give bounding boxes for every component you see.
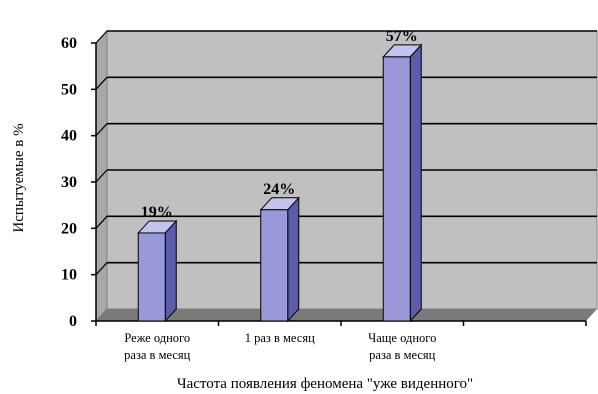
gridline-side <box>95 76 108 90</box>
data-label: 57% <box>386 28 418 45</box>
axes: 0 10 20 30 40 50 60 Реже одного раза в месяц 1 ра… <box>61 35 587 362</box>
gridline-side <box>95 123 108 137</box>
x-axis-label: Частота появления феномена "уже виденног… <box>177 376 473 392</box>
bar-side <box>164 219 177 323</box>
x-tick-label: Чаще одного <box>368 331 436 345</box>
bar-front <box>137 232 166 322</box>
y-tick-label: 10 <box>61 267 77 284</box>
floor <box>96 309 597 321</box>
y-tick-label: 0 <box>69 313 77 330</box>
y-tick-label: 30 <box>61 174 77 191</box>
gridline-side <box>95 30 108 44</box>
data-label: 19% <box>141 204 173 221</box>
gridline-side <box>95 215 108 229</box>
bar-front <box>260 209 289 322</box>
y-tick-label: 20 <box>61 220 77 237</box>
bars <box>137 43 423 323</box>
bar-front <box>382 56 411 322</box>
bar-side <box>409 43 422 323</box>
y-tick-label: 40 <box>61 128 77 145</box>
y-tick-label: 50 <box>61 81 77 98</box>
bar <box>137 219 178 323</box>
y-axis-label: Испытуемые в % <box>11 123 27 232</box>
x-tick-label: 1 раз в месяц <box>245 331 315 345</box>
bar-side <box>287 196 300 323</box>
data-labels: 19% 24% 57% <box>141 28 418 221</box>
x-tick-label: Реже одного <box>124 331 190 345</box>
x-tick-label: раза в месяц <box>369 348 436 362</box>
x-tick-label: раза в месяц <box>124 348 191 362</box>
data-label: 24% <box>263 181 295 198</box>
plot-area <box>95 29 598 323</box>
y-tick-label: 60 <box>61 35 77 52</box>
bar <box>382 43 423 323</box>
bar <box>259 196 300 323</box>
gridline-side <box>95 262 108 276</box>
gridline-side <box>95 169 108 183</box>
